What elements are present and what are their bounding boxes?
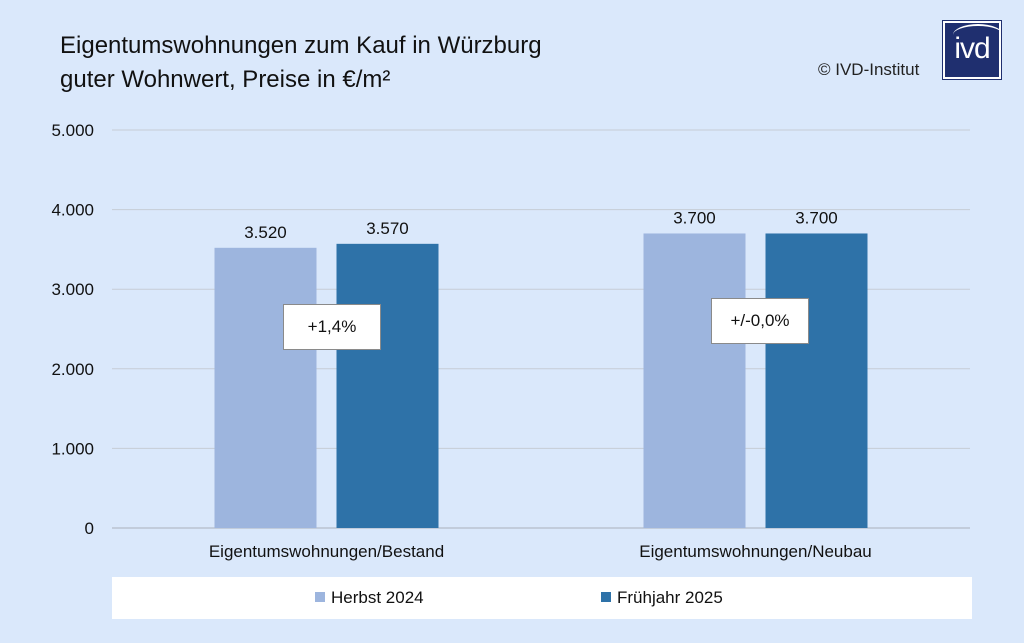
y-tick-label: 1.000 bbox=[51, 439, 94, 458]
data-label: 3.520 bbox=[244, 223, 287, 242]
data-label: 3.700 bbox=[795, 208, 838, 227]
logo-swoosh bbox=[953, 24, 999, 46]
legend-label: Herbst 2024 bbox=[331, 588, 424, 607]
copyright-text: © IVD-Institut bbox=[818, 60, 920, 79]
bar bbox=[643, 233, 746, 529]
ivd-logo: ivd bbox=[943, 21, 1001, 79]
bar bbox=[214, 247, 317, 529]
legend-swatch-herbst-2024 bbox=[315, 592, 325, 602]
legend-item-herbst-2024: Herbst 2024 bbox=[315, 588, 424, 608]
chart-title-line-2: guter Wohnwert, Preise in €/m² bbox=[60, 66, 391, 93]
y-tick-label: 2.000 bbox=[51, 360, 94, 379]
data-label: 3.570 bbox=[366, 219, 409, 238]
x-tick-label: Eigentumswohnungen/Neubau bbox=[639, 542, 872, 561]
change-callout-bestand: +1,4% bbox=[283, 304, 381, 350]
change-callout-neubau: +/-0,0% bbox=[711, 298, 809, 344]
bar bbox=[765, 233, 868, 529]
bar bbox=[336, 243, 439, 528]
y-tick-label: 4.000 bbox=[51, 201, 94, 220]
x-tick-label: Eigentumswohnungen/Bestand bbox=[209, 542, 444, 561]
legend-label: Frühjahr 2025 bbox=[617, 588, 723, 607]
y-tick-label: 3.000 bbox=[51, 280, 94, 299]
chart-title-line-1: Eigentumswohnungen zum Kauf in Würzburg bbox=[60, 32, 542, 59]
legend: Herbst 2024 Frühjahr 2025 bbox=[112, 577, 972, 619]
legend-item-fruehjahr-2025: Frühjahr 2025 bbox=[601, 588, 723, 608]
y-tick-label: 5.000 bbox=[51, 121, 94, 140]
data-label: 3.700 bbox=[673, 208, 716, 227]
y-tick-label: 0 bbox=[85, 519, 94, 538]
legend-swatch-fruehjahr-2025 bbox=[601, 592, 611, 602]
